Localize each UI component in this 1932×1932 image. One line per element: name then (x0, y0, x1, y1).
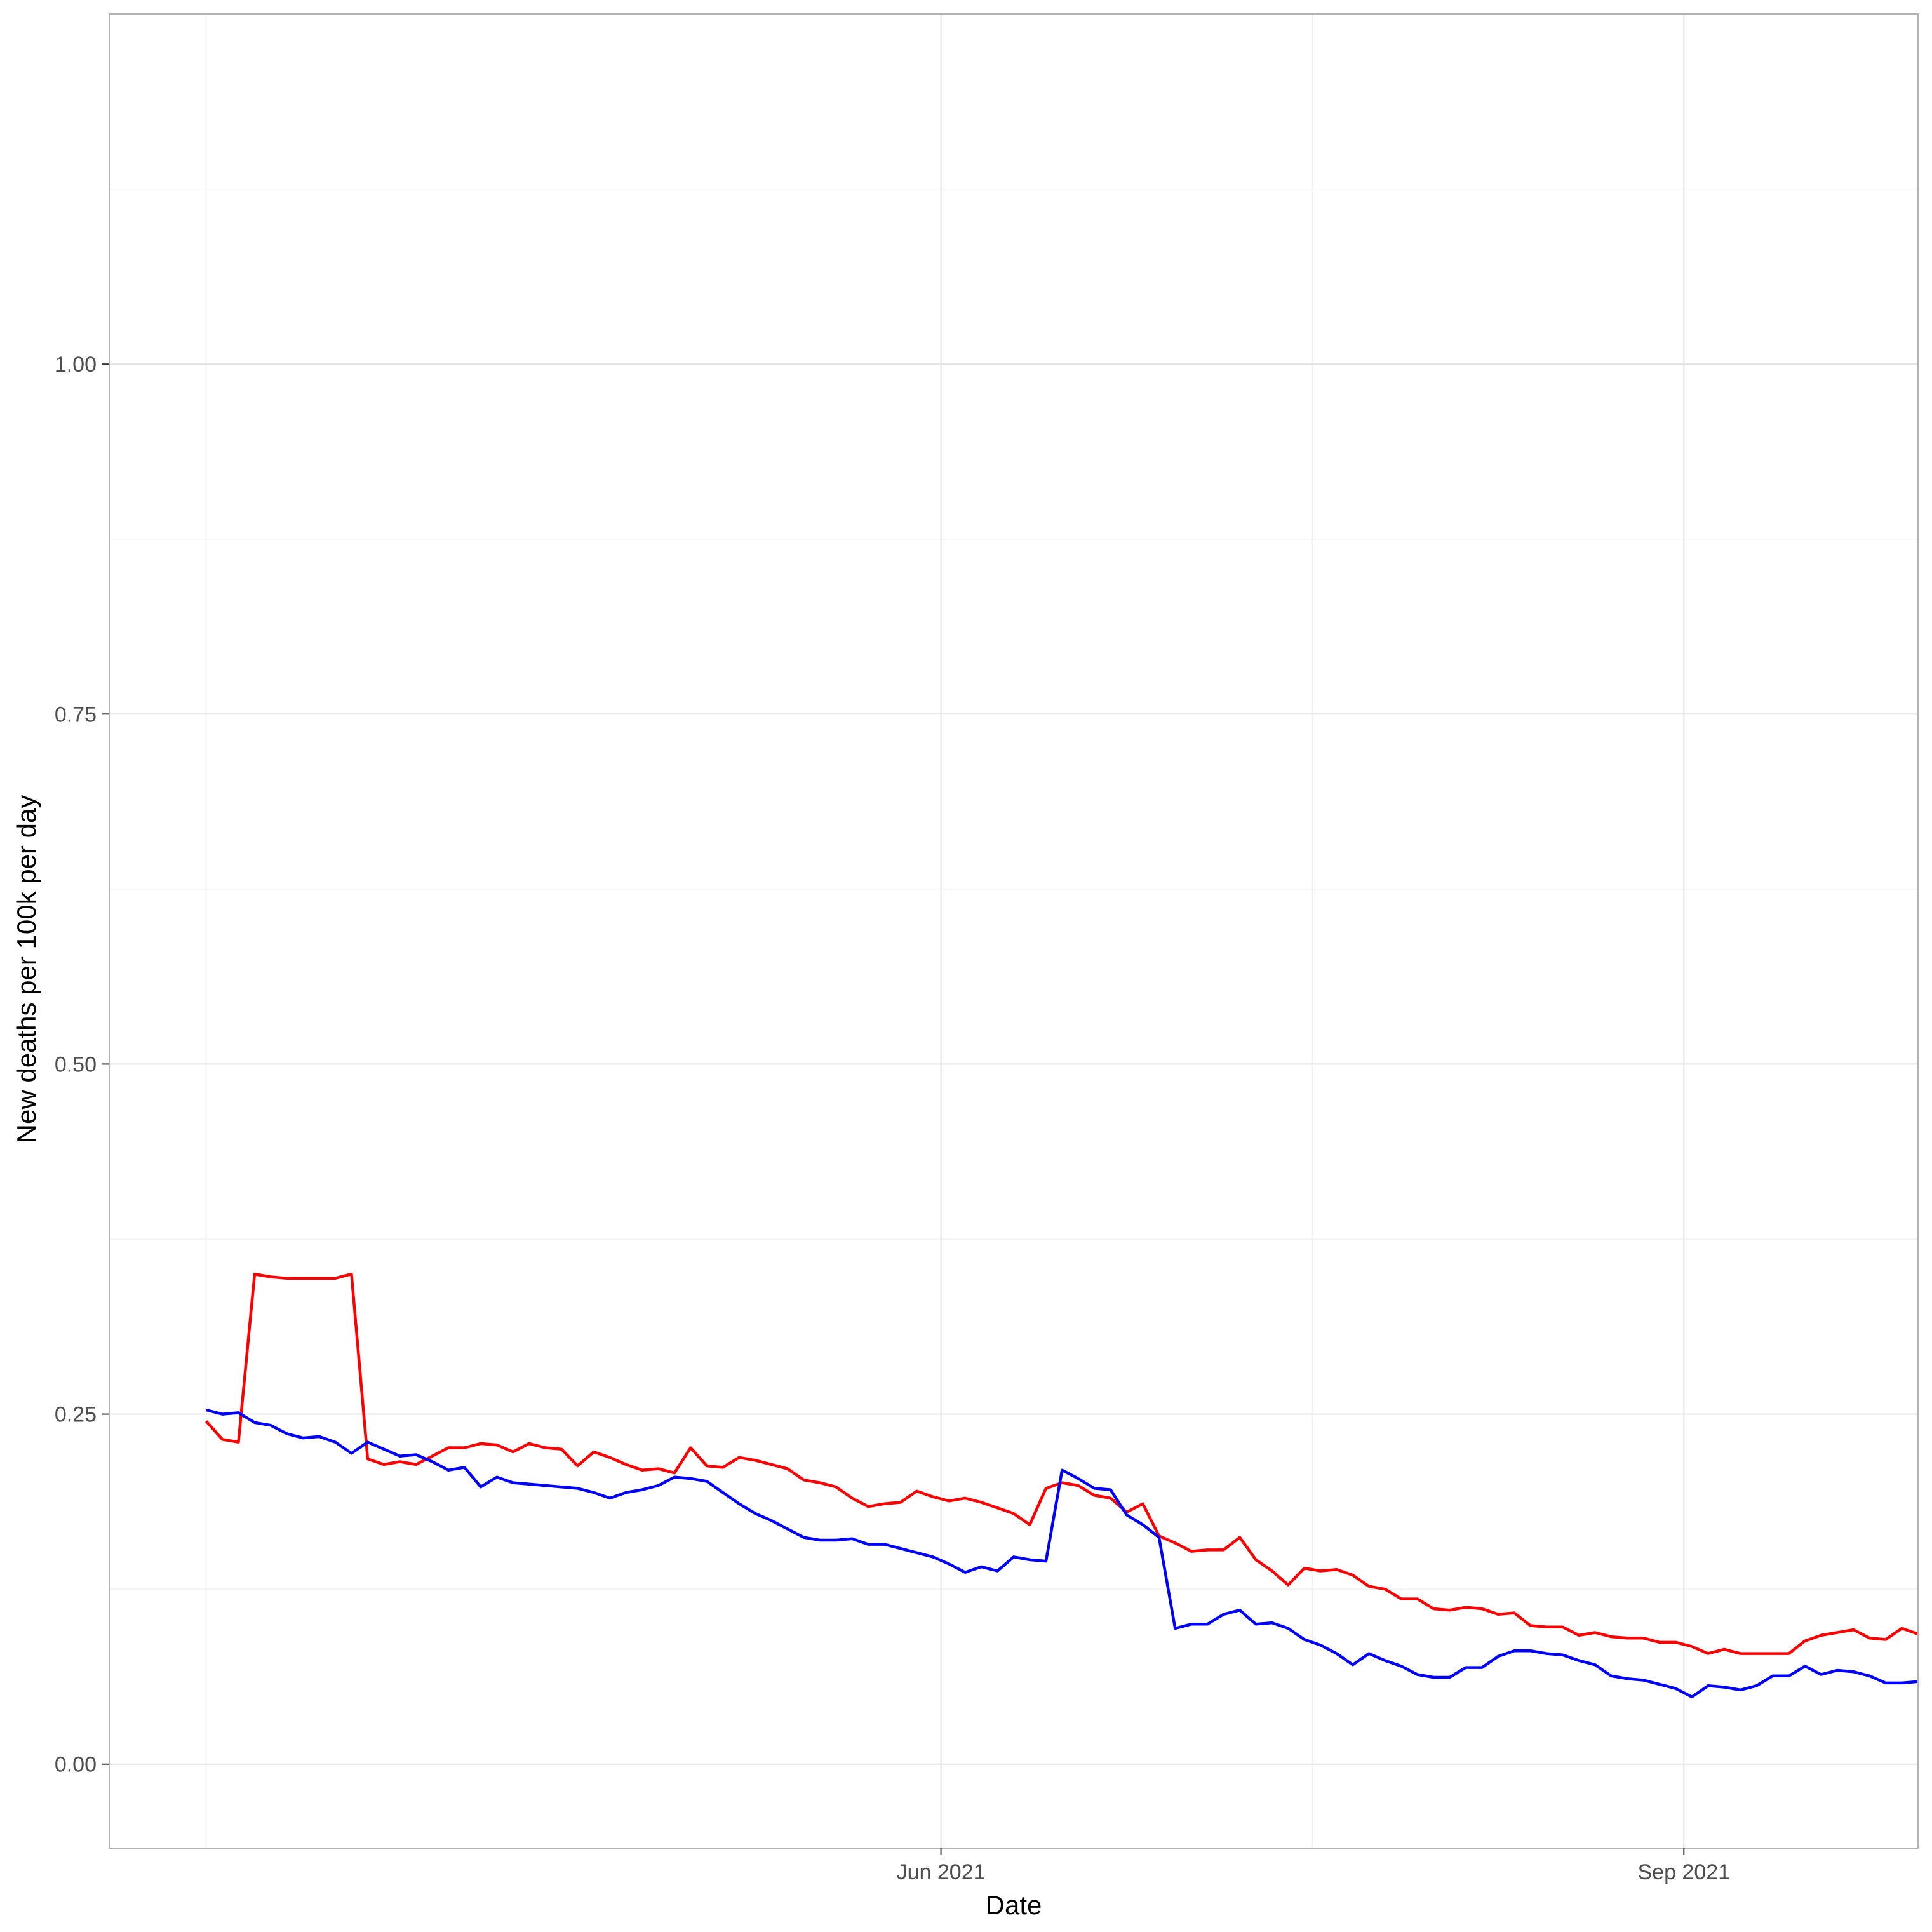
x-axis-title: Date (986, 1890, 1042, 1920)
plot-panel-border (109, 13, 1919, 1849)
y-axis-ticks: 0.00 0.25 0.50 0.75 1.00 (55, 352, 109, 1777)
x-tick-label: Sep 2021 (1637, 1860, 1730, 1884)
y-tick-label: 0.75 (55, 702, 97, 727)
y-tick-label: 0.00 (55, 1753, 97, 1777)
x-tick-label: Jun 2021 (897, 1860, 986, 1884)
y-tick-label: 0.25 (55, 1403, 97, 1427)
gridlines (109, 14, 1918, 1848)
y-axis-title: New deaths per 100k per day (11, 795, 41, 1144)
x-axis-ticks: Jun 2021 Sep 2021 (897, 1848, 1730, 1884)
series-lines (205, 1272, 1919, 1699)
y-tick-label: 1.00 (55, 352, 97, 377)
series-line-1 (205, 1272, 1919, 1655)
y-tick-label: 0.50 (55, 1052, 97, 1077)
series-line-2 (206, 1408, 1919, 1699)
